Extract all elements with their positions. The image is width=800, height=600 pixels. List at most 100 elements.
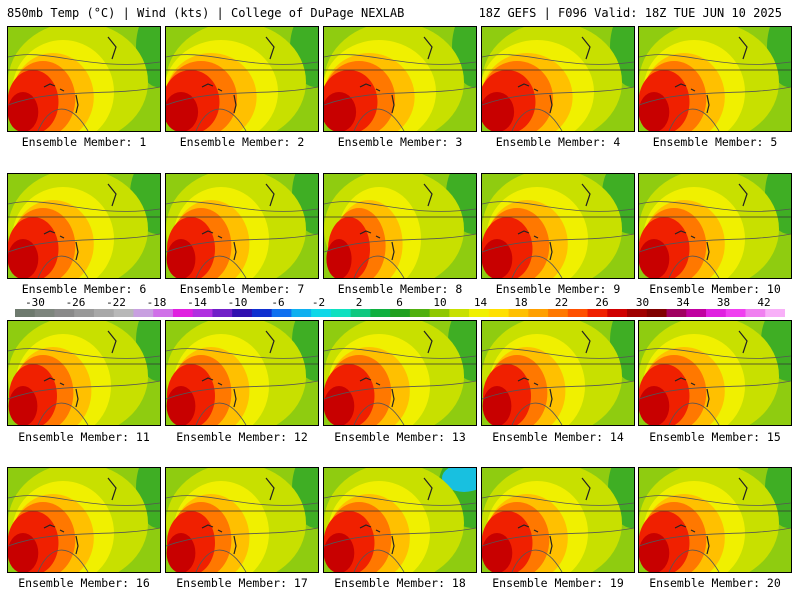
colorbar-bin bbox=[725, 309, 747, 317]
colorbar-tick-label: -30 bbox=[25, 296, 45, 309]
colorbar-tick-label: 38 bbox=[716, 296, 731, 309]
ensemble-member-map bbox=[638, 26, 792, 132]
ensemble-member-map bbox=[7, 320, 161, 426]
colorbar-bin bbox=[350, 309, 371, 317]
colorbar-bin bbox=[370, 309, 391, 317]
colorbar-bin bbox=[607, 309, 628, 317]
ensemble-member-map bbox=[481, 26, 635, 132]
ensemble-member-map bbox=[481, 173, 635, 279]
ensemble-member-label: Ensemble Member: 18 bbox=[334, 576, 466, 590]
colorbar-tick-label: 42 bbox=[757, 296, 771, 309]
ensemble-member-label: Ensemble Member: 14 bbox=[492, 430, 624, 444]
ensemble-member-label: Ensemble Member: 16 bbox=[18, 576, 150, 590]
colorbar-tick-label: 6 bbox=[396, 296, 403, 309]
ensemble-member-label: Ensemble Member: 9 bbox=[495, 282, 621, 296]
colorbar-bin bbox=[686, 309, 707, 317]
colorbar-bin bbox=[172, 309, 194, 317]
ensemble-member-map bbox=[638, 320, 792, 426]
colorbar-bin bbox=[271, 309, 292, 317]
ensemble-member-label: Ensemble Member: 2 bbox=[179, 135, 305, 149]
ensemble-member-map bbox=[638, 467, 792, 573]
ensemble-member-map bbox=[165, 26, 319, 132]
colorbar-bin bbox=[765, 309, 785, 317]
colorbar-bin bbox=[291, 309, 312, 317]
colorbar-tick-label: 34 bbox=[676, 296, 690, 309]
ensemble-member-map bbox=[323, 173, 477, 279]
colorbar-tick-label: -22 bbox=[106, 296, 126, 309]
ensemble-member-label: Ensemble Member: 10 bbox=[649, 282, 781, 296]
map-title: 850mb Temp (°C) | Wind (kts) | College o… bbox=[7, 6, 405, 20]
ensemble-member-map bbox=[7, 467, 161, 573]
ensemble-member-map bbox=[481, 320, 635, 426]
colorbar-bin bbox=[646, 309, 668, 317]
ensemble-member-label: Ensemble Member: 20 bbox=[649, 576, 781, 590]
ensemble-member-label: Ensemble Member: 1 bbox=[21, 135, 147, 149]
colorbar-bin bbox=[587, 309, 608, 317]
colorbar-tick-label: -2 bbox=[311, 296, 326, 309]
colorbar-bin bbox=[429, 309, 450, 317]
colorbar-bin bbox=[113, 309, 134, 317]
colorbar-bin bbox=[666, 309, 687, 317]
ensemble-member-label: Ensemble Member: 6 bbox=[21, 282, 147, 296]
colorbar-bin bbox=[548, 309, 569, 317]
ensemble-member-label: Ensemble Member: 13 bbox=[334, 430, 466, 444]
colorbar-bin bbox=[508, 309, 529, 317]
ensemble-member-map bbox=[7, 26, 161, 132]
colorbar-bin bbox=[567, 309, 589, 317]
colorbar-bin bbox=[390, 309, 411, 317]
ensemble-member-label: Ensemble Member: 19 bbox=[492, 576, 624, 590]
ensemble-member-map bbox=[165, 173, 319, 279]
colorbar-bin bbox=[133, 309, 154, 317]
colorbar-bin bbox=[488, 309, 510, 317]
colorbar-tick-label: 30 bbox=[635, 296, 650, 309]
ensemble-member-map bbox=[7, 173, 161, 279]
colorbar-bin bbox=[232, 309, 253, 317]
ensemble-member-map bbox=[481, 467, 635, 573]
ensemble-member-map bbox=[323, 26, 477, 132]
colorbar-bin bbox=[449, 309, 470, 317]
colorbar-tick-label: 26 bbox=[595, 296, 609, 309]
ensemble-member-label: Ensemble Member: 12 bbox=[176, 430, 308, 444]
colorbar-tick-label: -14 bbox=[187, 296, 207, 309]
ensemble-member-map bbox=[165, 320, 319, 426]
colorbar-bin bbox=[745, 309, 766, 317]
colorbar-tick-label: 2 bbox=[355, 296, 363, 309]
ensemble-member-label: Ensemble Member: 7 bbox=[179, 282, 305, 296]
ensemble-member-label: Ensemble Member: 17 bbox=[176, 576, 308, 590]
ensemble-member-map bbox=[323, 467, 477, 573]
colorbar-bin bbox=[74, 309, 95, 317]
colorbar-tick-label: 22 bbox=[554, 296, 569, 309]
colorbar-bin bbox=[54, 309, 75, 317]
ensemble-member-map bbox=[323, 320, 477, 426]
valid-time: 18Z GEFS | F096 Valid: 18Z TUE JUN 10 20… bbox=[478, 6, 782, 20]
ensemble-member-label: Ensemble Member: 3 bbox=[337, 135, 463, 149]
colorbar-tick-label: -10 bbox=[227, 296, 248, 309]
ensemble-member-label: Ensemble Member: 8 bbox=[337, 282, 463, 296]
colorbar-bin bbox=[627, 309, 648, 317]
colorbar-bin bbox=[469, 309, 490, 317]
colorbar-bin bbox=[409, 309, 431, 317]
ensemble-member-label: Ensemble Member: 4 bbox=[495, 135, 621, 149]
colorbar-bin bbox=[15, 309, 36, 317]
temperature-colorbar bbox=[15, 309, 785, 317]
colorbar-bin bbox=[34, 309, 55, 317]
colorbar-tick-label: 14 bbox=[473, 296, 488, 309]
colorbar-bin bbox=[706, 309, 727, 317]
colorbar-bin bbox=[330, 309, 352, 317]
colorbar-bin bbox=[212, 309, 233, 317]
colorbar-bin bbox=[153, 309, 174, 317]
colorbar-bin bbox=[251, 309, 273, 317]
ensemble-member-map bbox=[638, 173, 792, 279]
ensemble-member-label: Ensemble Member: 5 bbox=[652, 135, 778, 149]
colorbar-tick-label: -26 bbox=[65, 296, 86, 309]
colorbar-bin bbox=[311, 309, 332, 317]
colorbar-tick-label: -18 bbox=[146, 296, 167, 309]
colorbar-bin bbox=[192, 309, 213, 317]
colorbar-tick-label: 18 bbox=[514, 296, 528, 309]
colorbar-bin bbox=[528, 309, 549, 317]
ensemble-member-label: Ensemble Member: 15 bbox=[649, 430, 781, 444]
colorbar-bin bbox=[93, 309, 115, 317]
colorbar-tick-label: -6 bbox=[271, 296, 285, 309]
ensemble-member-label: Ensemble Member: 11 bbox=[18, 430, 150, 444]
ensemble-member-map bbox=[165, 467, 319, 573]
